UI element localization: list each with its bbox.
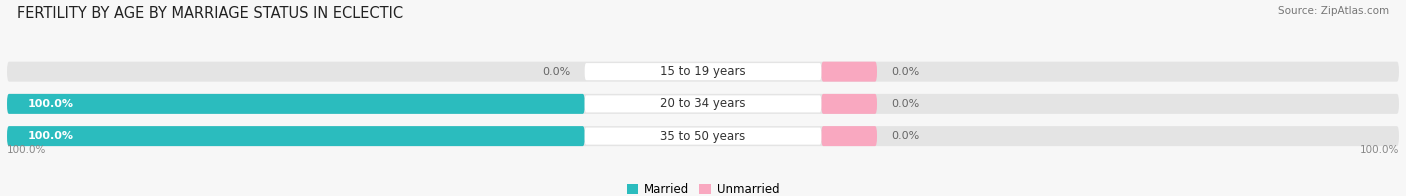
FancyBboxPatch shape xyxy=(821,126,877,146)
Text: 100.0%: 100.0% xyxy=(28,99,75,109)
FancyBboxPatch shape xyxy=(585,63,821,80)
Text: 15 to 19 years: 15 to 19 years xyxy=(661,65,745,78)
Text: 100.0%: 100.0% xyxy=(1360,145,1399,155)
FancyBboxPatch shape xyxy=(585,128,821,145)
FancyBboxPatch shape xyxy=(821,94,877,114)
Text: FERTILITY BY AGE BY MARRIAGE STATUS IN ECLECTIC: FERTILITY BY AGE BY MARRIAGE STATUS IN E… xyxy=(17,6,404,21)
Legend: Married, Unmarried: Married, Unmarried xyxy=(621,178,785,196)
Text: 0.0%: 0.0% xyxy=(891,99,920,109)
FancyBboxPatch shape xyxy=(7,62,1399,82)
FancyBboxPatch shape xyxy=(7,94,585,114)
Text: 100.0%: 100.0% xyxy=(7,145,46,155)
Text: 0.0%: 0.0% xyxy=(891,131,920,141)
FancyBboxPatch shape xyxy=(7,94,1399,114)
Text: 0.0%: 0.0% xyxy=(891,67,920,77)
Text: Source: ZipAtlas.com: Source: ZipAtlas.com xyxy=(1278,6,1389,16)
Text: 35 to 50 years: 35 to 50 years xyxy=(661,130,745,143)
FancyBboxPatch shape xyxy=(585,95,821,113)
FancyBboxPatch shape xyxy=(821,62,877,82)
Text: 20 to 34 years: 20 to 34 years xyxy=(661,97,745,110)
Text: 100.0%: 100.0% xyxy=(28,131,75,141)
Text: 0.0%: 0.0% xyxy=(543,67,571,77)
FancyBboxPatch shape xyxy=(7,126,585,146)
FancyBboxPatch shape xyxy=(7,126,1399,146)
